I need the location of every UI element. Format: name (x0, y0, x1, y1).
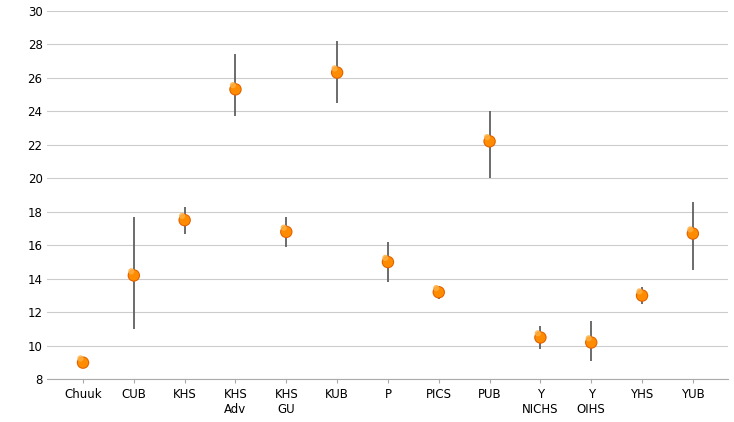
Point (484, 138, 495, 145)
Point (532, 330, 544, 337)
Point (430, 285, 442, 292)
Point (179, 217, 191, 224)
Point (433, 289, 445, 295)
Point (484, 138, 495, 145)
Point (687, 230, 699, 237)
Point (230, 86, 241, 93)
Point (636, 292, 648, 299)
Point (331, 69, 343, 76)
Point (230, 86, 241, 93)
Point (77, 359, 89, 366)
Point (534, 334, 546, 341)
Point (329, 65, 341, 72)
Point (179, 217, 191, 224)
Point (633, 288, 645, 295)
Point (227, 82, 239, 89)
Point (126, 268, 137, 275)
Point (433, 289, 445, 295)
Point (583, 335, 595, 342)
Point (687, 230, 699, 237)
Point (482, 134, 493, 141)
Point (534, 334, 546, 341)
Point (685, 226, 697, 233)
Point (636, 292, 648, 299)
Point (176, 213, 188, 219)
Point (128, 272, 139, 279)
Point (331, 69, 343, 76)
Point (278, 225, 290, 231)
Point (585, 339, 597, 346)
Point (77, 359, 89, 366)
Point (382, 259, 394, 265)
Point (379, 254, 391, 261)
Point (382, 259, 394, 265)
Point (585, 339, 597, 346)
Point (280, 228, 292, 235)
Point (280, 228, 292, 235)
Point (128, 272, 139, 279)
Point (75, 355, 87, 362)
